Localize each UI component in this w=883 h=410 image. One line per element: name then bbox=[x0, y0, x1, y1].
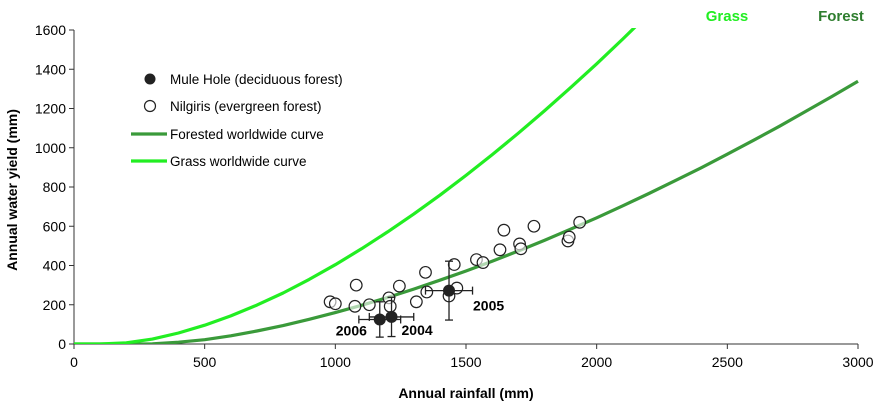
y-axis-ticks: 0 200 400 600 800 1000 1200 1400 1600 bbox=[35, 22, 74, 352]
x-tick-label: 0 bbox=[70, 354, 78, 370]
mule-hole-year-label: 2004 bbox=[402, 322, 433, 338]
x-axis-ticks: 0 500 1000 1500 2000 2500 3000 bbox=[70, 344, 874, 370]
x-axis-title: Annual rainfall (mm) bbox=[398, 385, 533, 401]
legend-marker-nilgiris bbox=[143, 99, 157, 113]
mule-hole-point bbox=[373, 313, 386, 326]
mule-hole-year-label: 2006 bbox=[336, 322, 367, 338]
mule-hole-series: 2006 2004 2005 bbox=[336, 260, 504, 338]
legend-label-nilgiris: Nilgiris (evergreen forest) bbox=[170, 99, 322, 114]
nilgiris-point bbox=[476, 256, 490, 269]
y-tick-label: 1200 bbox=[35, 101, 66, 117]
nilgiris-point bbox=[527, 219, 541, 233]
nilgiris-point bbox=[392, 279, 406, 293]
legend-label-mule-hole: Mule Hole (deciduous forest) bbox=[170, 72, 343, 87]
mule-hole-point bbox=[385, 310, 398, 323]
nilgiris-point bbox=[348, 299, 362, 313]
y-tick-label: 1400 bbox=[35, 61, 66, 77]
nilgiris-point bbox=[349, 278, 363, 292]
nilgiris-point bbox=[562, 230, 576, 244]
y-tick-label: 1600 bbox=[35, 22, 66, 38]
y-tick-label: 800 bbox=[43, 179, 67, 195]
mule-hole-point bbox=[443, 284, 456, 297]
x-tick-label: 500 bbox=[193, 354, 217, 370]
forest-curve-label: Forest bbox=[818, 8, 864, 25]
x-tick-label: 2000 bbox=[581, 354, 612, 370]
nilgiris-point bbox=[497, 223, 511, 237]
x-tick-label: 1000 bbox=[320, 354, 351, 370]
legend-label-grass-curve: Grass worldwide curve bbox=[170, 154, 307, 169]
y-tick-label: 0 bbox=[58, 336, 66, 352]
x-tick-label: 3000 bbox=[842, 354, 873, 370]
y-tick-label: 200 bbox=[43, 297, 67, 313]
x-tick-label: 2500 bbox=[712, 354, 743, 370]
y-tick-label: 1000 bbox=[35, 140, 66, 156]
legend-marker-mule-hole bbox=[144, 73, 156, 85]
legend-label-forested-curve: Forested worldwide curve bbox=[170, 127, 324, 142]
nilgiris-point bbox=[362, 298, 376, 312]
nilgiris-point bbox=[447, 258, 461, 271]
mule-hole-year-label: 2005 bbox=[473, 298, 504, 314]
nilgiris-point bbox=[383, 299, 397, 313]
legend: Mule Hole (deciduous forest) Nilgiris (e… bbox=[131, 72, 343, 169]
y-tick-label: 400 bbox=[43, 258, 67, 274]
y-tick-label: 600 bbox=[43, 218, 67, 234]
nilgiris-point bbox=[328, 297, 342, 311]
nilgiris-point bbox=[514, 242, 528, 256]
nilgiris-point bbox=[493, 243, 507, 257]
forest-curve-line bbox=[74, 79, 859, 344]
nilgiris-point bbox=[573, 215, 587, 229]
nilgiris-point bbox=[409, 295, 423, 309]
x-tick-label: 1500 bbox=[450, 354, 481, 370]
y-axis-title: Annual water yield (mm) bbox=[4, 109, 20, 271]
grass-curve-label: Grass bbox=[706, 8, 749, 25]
nilgiris-series bbox=[323, 215, 587, 313]
grass-curve-line bbox=[74, 28, 637, 344]
nilgiris-point bbox=[420, 285, 434, 299]
nilgiris-point bbox=[419, 265, 432, 279]
